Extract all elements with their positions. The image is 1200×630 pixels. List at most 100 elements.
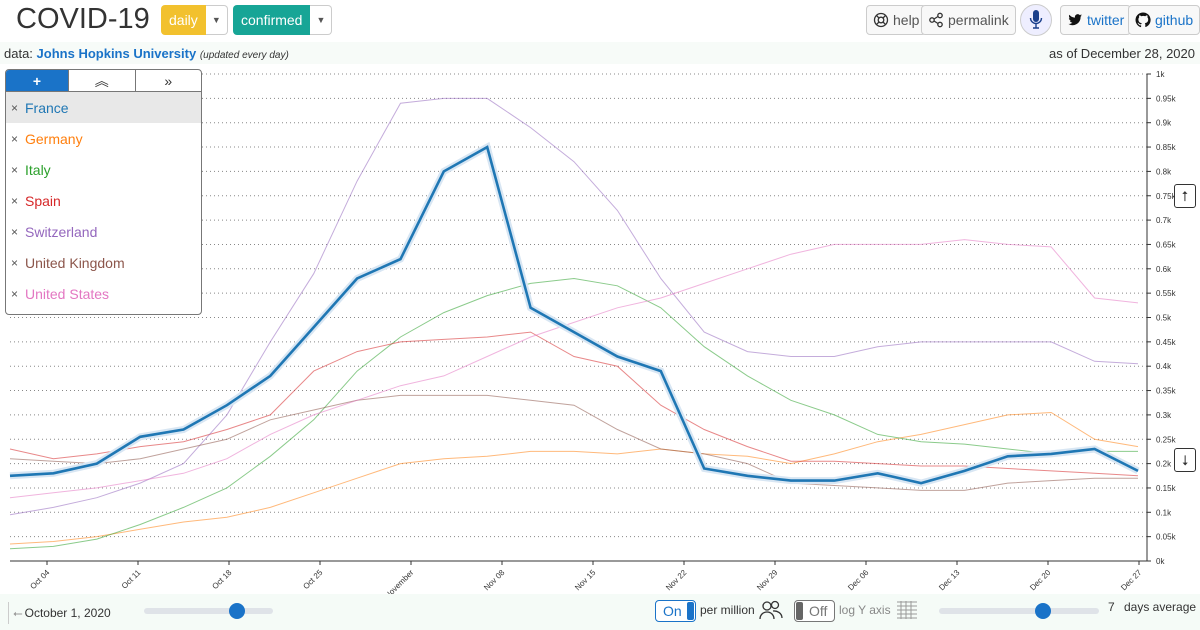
slider-knob[interactable]: [1035, 603, 1051, 619]
remove-icon[interactable]: ×: [11, 224, 19, 239]
remove-icon[interactable]: ×: [11, 286, 19, 301]
help-button[interactable]: help: [866, 5, 927, 35]
x-tick-label: Oct 25: [301, 568, 324, 591]
bottom-controls: ⭠ October 1, 2020 On per million Off log…: [0, 594, 1200, 630]
help-label: help: [893, 12, 920, 28]
grid-icon: [897, 601, 917, 619]
country-legend: + ︽ » × France × Germany × Italy × Spain × Switze…: [5, 69, 202, 315]
y-tick-label: 0.5k: [1156, 314, 1172, 323]
start-date-slider[interactable]: [144, 603, 273, 619]
legend-item-label: Spain: [25, 192, 61, 209]
legend-item[interactable]: × Switzerland: [6, 216, 201, 247]
average-label: days average: [1124, 600, 1197, 614]
x-tick-label: November: [383, 568, 416, 594]
lifebuoy-icon: [873, 12, 889, 28]
permalink-label: permalink: [948, 12, 1009, 28]
y-tick-label: 0.15k: [1156, 484, 1177, 493]
y-tick-label: 0.45k: [1156, 338, 1177, 347]
legend-item[interactable]: × France: [6, 92, 201, 123]
y-tick-label: 0.8k: [1156, 167, 1172, 176]
series-line: [9, 394, 1138, 491]
add-country-button[interactable]: +: [6, 70, 68, 91]
chevron-down-icon[interactable]: ▼: [205, 5, 228, 35]
collapse-up-icon[interactable]: ︽: [68, 70, 135, 91]
y-tick-label: 0.1k: [1156, 508, 1172, 517]
expand-down-arrow-icon[interactable]: ⭣: [1174, 448, 1196, 472]
expand-up-arrow-icon[interactable]: ⭡: [1174, 184, 1196, 208]
as-of-date: as of December 28, 2020: [1049, 46, 1195, 61]
x-tick-label: Nov 08: [482, 568, 507, 593]
start-date-label: October 1, 2020: [24, 606, 111, 620]
microphone-button[interactable]: [1020, 4, 1052, 36]
mode-selector[interactable]: daily ▼: [161, 5, 228, 35]
series-line: [9, 331, 1139, 477]
source-link[interactable]: Johns Hopkins University: [36, 46, 197, 61]
slider-knob[interactable]: [228, 603, 245, 619]
log-axis-toggle[interactable]: Off: [794, 600, 835, 622]
x-tick-label: Dec 20: [1028, 568, 1053, 593]
log-axis-label: log Y axis: [839, 603, 891, 617]
y-tick-label: 0.9k: [1156, 119, 1172, 128]
source-prefix: data:: [4, 46, 33, 61]
x-tick-label: Dec 13: [937, 568, 962, 593]
legend-item-label: France: [25, 99, 69, 116]
remove-icon[interactable]: ×: [11, 131, 19, 146]
start-date[interactable]: ⭠ October 1, 2020: [8, 602, 111, 624]
legend-item[interactable]: × Germany: [6, 123, 201, 154]
legend-items: × France × Germany × Italy × Spain × Switzerland ×…: [6, 92, 201, 309]
legend-item[interactable]: × United States: [6, 278, 201, 309]
average-days-slider[interactable]: [939, 603, 1099, 619]
share-icon: [929, 12, 943, 28]
per-million-toggle[interactable]: On: [655, 600, 696, 622]
series-line: [9, 145, 1139, 485]
x-tick-label: Nov 15: [573, 568, 598, 593]
x-tick-label: Dec 27: [1119, 568, 1144, 593]
average-value: 7: [1108, 600, 1115, 614]
series-line: [9, 97, 1139, 516]
legend-item[interactable]: × Italy: [6, 154, 201, 185]
y-tick-label: 0.2k: [1156, 460, 1172, 469]
github-button[interactable]: github: [1128, 5, 1200, 35]
app-title: COVID-19: [16, 3, 150, 35]
source-note: (updated every day): [199, 50, 289, 61]
y-tick-label: 0.35k: [1156, 387, 1177, 396]
github-label: github: [1155, 12, 1194, 28]
twitter-label: twitter: [1087, 12, 1125, 28]
x-tick-label: Oct 04: [28, 568, 51, 591]
top-bar: COVID-19 daily ▼ confirmed ▼ help permal…: [0, 0, 1200, 42]
y-tick-label: 0k: [1156, 557, 1165, 566]
series-line: [9, 411, 1139, 545]
expand-right-icon[interactable]: »: [134, 70, 202, 91]
remove-icon[interactable]: ×: [11, 255, 19, 270]
y-tick-label: 0.95k: [1156, 94, 1177, 103]
chevron-down-icon[interactable]: ▼: [310, 5, 333, 35]
legend-item[interactable]: × Spain: [6, 185, 201, 216]
toggle-nub: [687, 602, 694, 620]
x-tick-label: Oct 11: [120, 568, 143, 591]
x-tick-label: Nov 29: [755, 568, 780, 593]
legend-item-label: United Kingdom: [25, 254, 125, 271]
arrow-left-icon[interactable]: ⭠: [13, 605, 23, 620]
metric-selector[interactable]: confirmed ▼: [233, 5, 333, 35]
series-line: [9, 277, 1138, 550]
metric-label[interactable]: confirmed: [233, 5, 311, 35]
y-tick-label: 0.7k: [1156, 216, 1172, 225]
github-icon: [1135, 12, 1151, 28]
mode-label[interactable]: daily: [161, 5, 206, 35]
y-tick-label: 0.55k: [1156, 289, 1177, 298]
legend-item-label: Italy: [25, 161, 51, 178]
x-tick-label: Nov 22: [664, 568, 689, 593]
source-bar: data: Johns Hopkins University (updated …: [0, 42, 1200, 64]
remove-icon[interactable]: ×: [11, 162, 19, 177]
y-tick-label: 1k: [1156, 70, 1165, 79]
remove-icon[interactable]: ×: [11, 100, 19, 115]
permalink-button[interactable]: permalink: [921, 5, 1016, 35]
log-state: Off: [809, 603, 828, 619]
line-chart[interactable]: 0k 0.05k 0.1k 0.15k 0.2k 0.25k 0.3k 0.35k 0.4k 0.…: [0, 64, 1200, 594]
y-tick-label: 0.05k: [1156, 533, 1177, 542]
remove-icon[interactable]: ×: [11, 193, 19, 208]
toggle-nub: [796, 602, 803, 620]
twitter-button[interactable]: twitter: [1060, 5, 1132, 35]
legend-item[interactable]: × United Kingdom: [6, 247, 201, 278]
per-million-label: per million: [700, 603, 755, 617]
